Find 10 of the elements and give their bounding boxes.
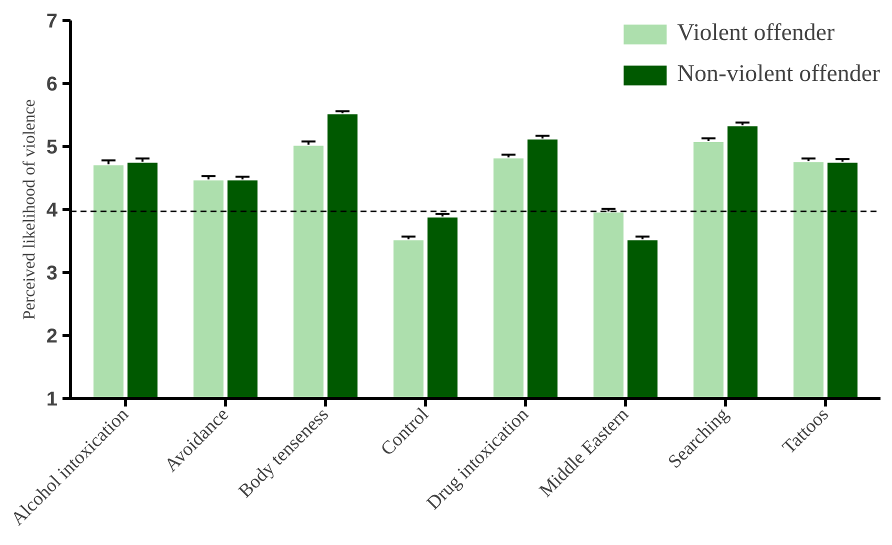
legend-label: Non-violent offender xyxy=(677,61,880,88)
y-tick-label: 3 xyxy=(46,262,58,284)
y-axis-title: Perceived likelihood of violence xyxy=(19,99,38,320)
y-tick-label: 2 xyxy=(46,326,58,348)
y-tick-label: 4 xyxy=(46,200,58,222)
y-tick-label: 6 xyxy=(46,74,58,96)
y-tick-label: 5 xyxy=(46,136,58,158)
legend-label: Violent offender xyxy=(677,20,835,47)
y-tick-label: 1 xyxy=(46,388,58,410)
y-tick-label: 7 xyxy=(46,10,58,32)
